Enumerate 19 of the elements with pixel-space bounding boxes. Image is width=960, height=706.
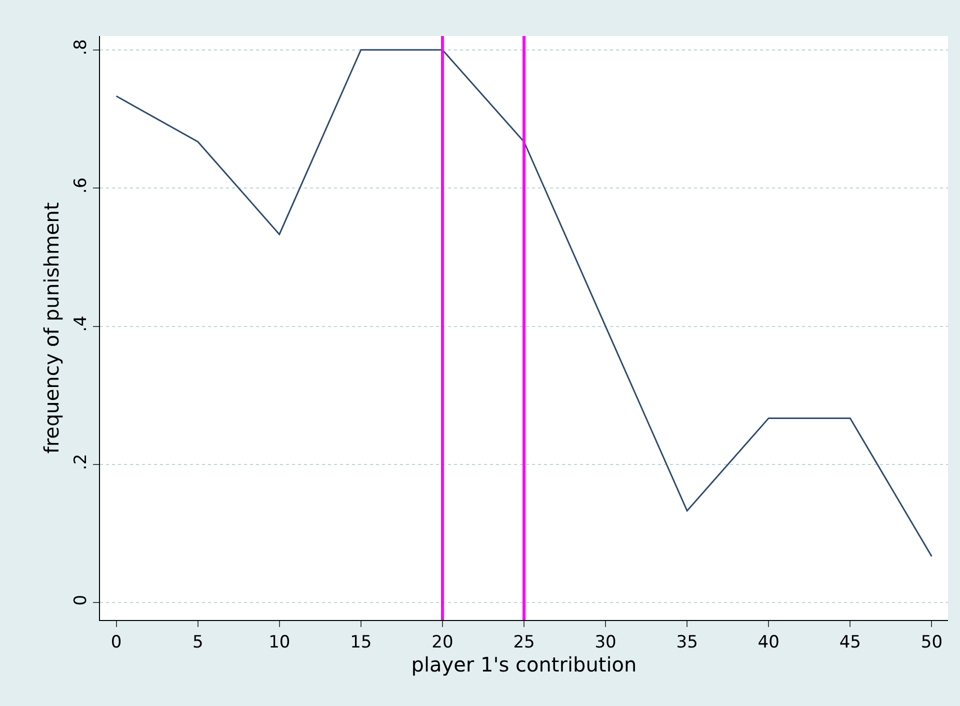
x-tick-label: 30 xyxy=(594,632,616,652)
x-tick-label: 45 xyxy=(839,632,861,652)
x-tick-label: 25 xyxy=(513,632,535,652)
x-tick-label: 40 xyxy=(758,632,780,652)
y-tick-label: .8 xyxy=(71,39,92,56)
y-tick-label: .4 xyxy=(71,316,92,332)
y-tick-label: 0 xyxy=(71,594,92,606)
x-axis-title: player 1's contribution xyxy=(411,652,637,676)
line-series xyxy=(116,49,932,558)
x-tick-label: 0 xyxy=(110,632,122,652)
x-tick-label: 50 xyxy=(920,632,943,652)
x-tick-label: 15 xyxy=(350,632,372,652)
y-tick-label: .2 xyxy=(71,454,92,470)
y-tick-label: .6 xyxy=(71,177,92,194)
x-tick-label: 10 xyxy=(268,632,290,652)
x-tick-label: 20 xyxy=(432,632,454,652)
y-axis-title: frequency of punishment xyxy=(40,202,64,454)
x-tick-label: 35 xyxy=(676,632,698,652)
x-tick-label: 5 xyxy=(192,632,204,652)
